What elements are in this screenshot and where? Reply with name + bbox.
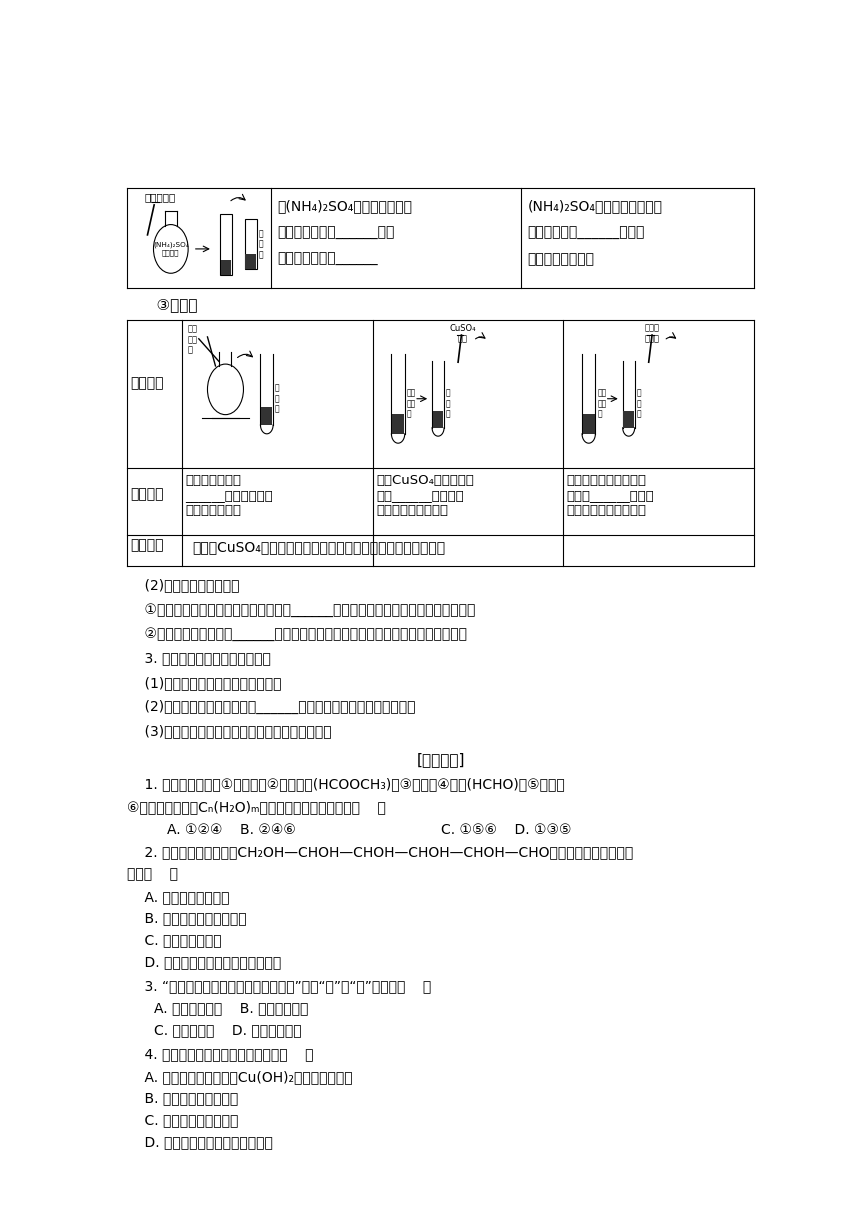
Text: 鸡蛋清溶液: 鸡蛋清溶液 [144, 192, 175, 202]
Text: 加入乙醇的水溶液后，
鸡蛋清______，凝结
的鸡蛋清放入蘸馏水中: 加入乙醇的水溶液后， 鸡蛋清______，凝结 的鸡蛋清放入蘸馏水中 [567, 474, 654, 517]
Text: ③变性：: ③变性： [138, 298, 198, 313]
Text: [即学即练]: [即学即练] [416, 753, 465, 767]
Bar [261, 407, 273, 424]
Text: B. 淠粉溶液中加入碘酒: B. 淠粉溶液中加入碘酒 [127, 1092, 239, 1105]
Text: 的是（    ）: 的是（ ） [127, 867, 179, 882]
Text: 蘸
馏
水: 蘸 馏 水 [446, 388, 451, 418]
Bar [392, 415, 404, 434]
Text: 4. 下列实验中，没有颜色变化的是（    ）: 4. 下列实验中，没有颜色变化的是（ ） [127, 1047, 314, 1062]
Text: 蛋清在水中的______，但不: 蛋清在水中的______，但不 [527, 225, 645, 240]
Text: (1)蛋白质是人类必需的营养物质。: (1)蛋白质是人类必需的营养物质。 [127, 676, 282, 689]
Text: 实验操作: 实验操作 [130, 376, 163, 390]
Text: 入蘸馏水中时，______: 入蘸馏水中时，______ [278, 252, 378, 266]
Text: C. 能发生銀镜反应: C. 能发生銀镜反应 [127, 934, 222, 947]
Text: 鸡蛋
清溶
液: 鸡蛋 清溶 液 [187, 325, 198, 355]
Text: 改变鸡蛋清的性质: 改变鸡蛋清的性质 [527, 252, 594, 266]
Text: (2)蛋白质的特征反应：: (2)蛋白质的特征反应： [127, 579, 240, 592]
Text: 3. “春蚕到死丝方尽，蜡炬成灰泪始干”中的“丝”和“泪”分别是（    ）: 3. “春蚕到死丝方尽，蜡炬成灰泪始干”中的“丝”和“泪”分别是（ ） [127, 979, 432, 993]
Bar [245, 254, 256, 269]
Bar [624, 411, 634, 428]
Text: 加热后，鸡蛋清
______，凝结的鸡蛋
清放入蘸馏水中: 加热后，鸡蛋清 ______，凝结的鸡蛋 清放入蘸馏水中 [186, 474, 273, 517]
Bar [245, 219, 257, 269]
Text: 实验结论: 实验结论 [130, 539, 163, 552]
Text: CuSO₄
溶液: CuSO₄ 溶液 [450, 323, 476, 343]
Text: A. ①②④    B. ②④⑥: A. ①②④ B. ②④⑥ [168, 822, 297, 837]
Text: 向(NH₄)₂SO₄饱和溶液中加入: 向(NH₄)₂SO₄饱和溶液中加入 [278, 199, 413, 213]
Bar [583, 415, 595, 434]
Bar [433, 411, 444, 428]
Text: B. 可与乙酸发生酯化反应: B. 可与乙酸发生酯化反应 [127, 912, 247, 925]
Text: (NH₄)₂SO₄
饱和溶液: (NH₄)₂SO₄ 饱和溶液 [153, 242, 188, 257]
Text: D. 淠粉溶液中加入稀硫酸并加热: D. 淠粉溶液中加入稀硫酸并加热 [127, 1136, 273, 1149]
Bar [220, 214, 232, 275]
Text: C. 淠粉和油脂    D. 纤维素和油脂: C. 淠粉和油脂 D. 纤维素和油脂 [154, 1024, 302, 1037]
Text: 加入CuSO₄溶液后，鸡
蛋清______，凝结的
鸡蛋清放入蘸馏水中: 加入CuSO₄溶液后，鸡 蛋清______，凝结的 鸡蛋清放入蘸馏水中 [376, 474, 474, 517]
Text: 乙醇的
水溶液: 乙醇的 水溶液 [644, 323, 660, 343]
Text: A. 蛋白质和脂肪    B. 蛋白质和油烃: A. 蛋白质和脂肪 B. 蛋白质和油烃 [154, 1002, 309, 1015]
Text: (2)羊毛、蚕丝的主要成分是______，二者是重要的天然纺织原料。: (2)羊毛、蚕丝的主要成分是______，二者是重要的天然纺织原料。 [127, 700, 416, 714]
Text: 1. 现有下列物质：①纤维素、②甲酸甲酯(HCOOCH₃)、③淠粉、④甲醒(HCHO)、⑤丙酸、: 1. 现有下列物质：①纤维素、②甲酸甲酯(HCOOCH₃)、③淠粉、④甲醒(HC… [127, 777, 565, 790]
Text: 鸡蛋
清溶
液: 鸡蛋 清溶 液 [598, 388, 606, 418]
Text: A. 葡萄糖溶液与新制的Cu(OH)₂悬浊液混合加热: A. 葡萄糖溶液与新制的Cu(OH)₂悬浊液混合加热 [127, 1070, 353, 1083]
Text: 3. 蛋白质在生产、生活中的作用: 3. 蛋白质在生产、生活中的作用 [127, 652, 272, 665]
Text: 2. 葡萄糖的结构简式为CH₂OH—CHOH—CHOH—CHOH—CHOH—CHO，其对应的性质不正确: 2. 葡萄糖的结构简式为CH₂OH—CHOH—CHOH—CHOH—CHOH—CH… [127, 845, 634, 858]
Text: ⑥乙酸，其中符合Cₙ(H₂O)ₘ的组成且不属于糖类的是（    ）: ⑥乙酸，其中符合Cₙ(H₂O)ₘ的组成且不属于糖类的是（ ） [127, 800, 386, 815]
Text: 加热、CuSO₄溶液、乙醇的水溶液都能使蛋白质的性质发生改变: 加热、CuSO₄溶液、乙醇的水溶液都能使蛋白质的性质发生改变 [192, 540, 445, 554]
Text: 蘸
馏
水: 蘸 馏 水 [259, 230, 263, 259]
Text: 蘸
馏
水: 蘸 馏 水 [636, 388, 642, 418]
Text: 鸡蛋清溶液后，______，加: 鸡蛋清溶液后，______，加 [278, 225, 395, 240]
Text: 鸡蛋
清溶
液: 鸡蛋 清溶 液 [407, 388, 416, 418]
Text: A. 与钙反应放出氢气: A. 与钙反应放出氢气 [127, 890, 230, 903]
Text: ①显色反应：部分蛋白质遇到浓确酸变______色，利用此性质可以鉴别某些蛋白质。: ①显色反应：部分蛋白质遇到浓确酸变______色，利用此性质可以鉴别某些蛋白质。 [127, 603, 476, 617]
Text: 实验现象: 实验现象 [130, 488, 163, 501]
Text: (3)牛皮可加工成皮革，鱼鳔可蚧制成黏合剂等。: (3)牛皮可加工成皮革，鱼鳔可蚧制成黏合剂等。 [127, 725, 332, 738]
Text: ②灸烧：蛋白质灸烧时______的特殊气味，用此性质可鉴别毛料纤维和合成纤维。: ②灸烧：蛋白质灸烧时______的特殊气味，用此性质可鉴别毛料纤维和合成纤维。 [127, 627, 468, 641]
Text: C. ①⑤⑥    D. ①③⑤: C. ①⑤⑥ D. ①③⑤ [440, 822, 571, 837]
Bar [221, 260, 231, 275]
Text: C. 鸡蛋清中加入浓确酸: C. 鸡蛋清中加入浓确酸 [127, 1114, 239, 1127]
Text: D. 可与小苏打溶液反应，产生气泡: D. 可与小苏打溶液反应，产生气泡 [127, 956, 282, 969]
Text: (NH₄)₂SO₄饱和溶液能降低鸡: (NH₄)₂SO₄饱和溶液能降低鸡 [527, 199, 662, 213]
Text: 蘸
馏
水: 蘸 馏 水 [275, 384, 280, 413]
